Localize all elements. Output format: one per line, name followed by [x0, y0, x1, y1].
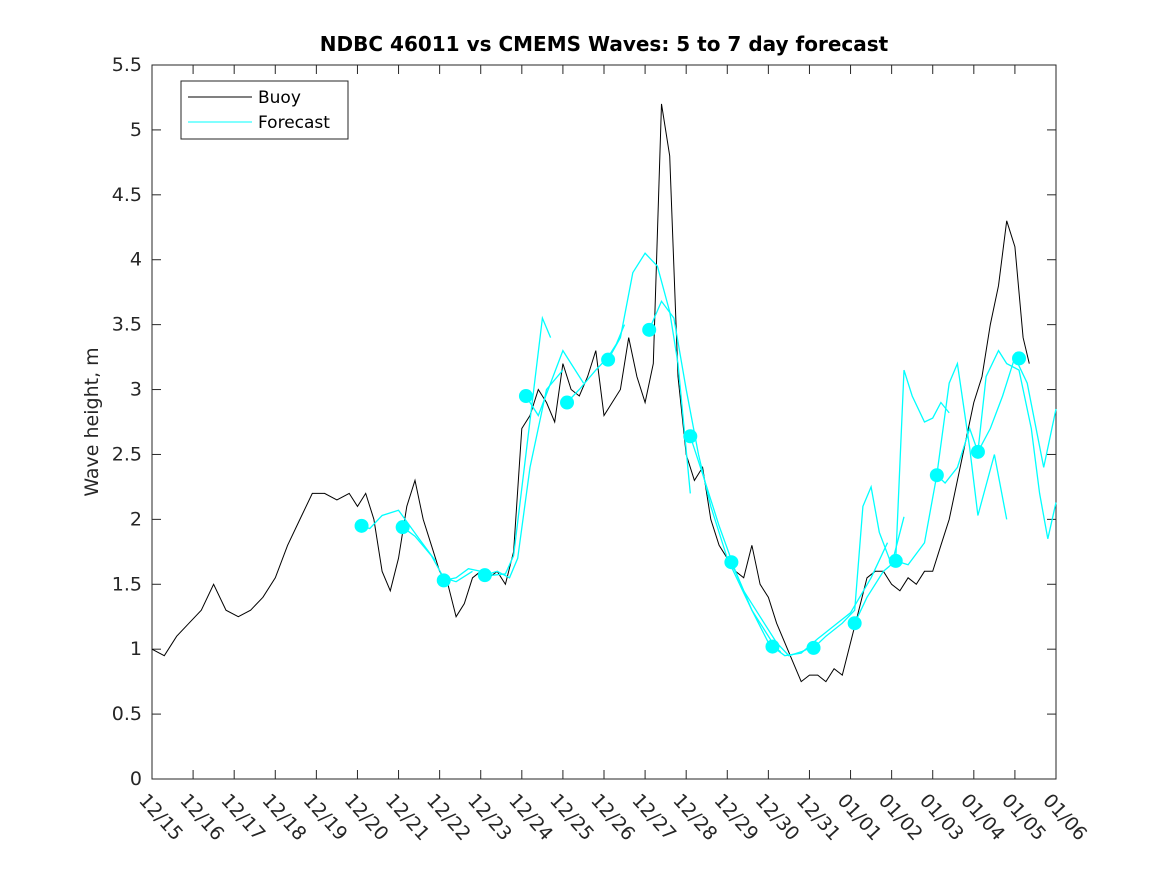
forecast-point [395, 520, 410, 535]
x-tick-label: 12/27 [627, 790, 680, 845]
x-tick-label: 01/05 [997, 790, 1050, 845]
y-tick-label: 3 [130, 379, 142, 401]
chart-title: NDBC 46011 vs CMEMS Waves: 5 to 7 day fo… [320, 32, 889, 56]
y-tick-label: 1 [130, 638, 142, 660]
forecast-point [929, 468, 944, 483]
forecast-series-line [607, 252, 691, 494]
x-tick-label: 12/30 [751, 790, 804, 845]
x-tick-label: 12/22 [422, 790, 475, 845]
x-tick-label: 01/01 [833, 790, 886, 845]
forecast-series-line [854, 369, 950, 624]
buoy-series-line [151, 103, 1030, 683]
forecast-point [888, 553, 903, 568]
y-axis-label: Wave height, m [81, 347, 103, 496]
plot-area: 00.511.522.533.544.555.512/1512/1612/171… [112, 54, 1091, 845]
y-tick-label: 2.5 [112, 443, 142, 465]
x-tick-label: 01/04 [956, 790, 1009, 845]
x-tick-label: 01/02 [874, 790, 927, 845]
forecast-series-line [772, 542, 889, 657]
y-tick-label: 4 [130, 249, 142, 271]
forecast-series-line [484, 369, 564, 579]
x-tick-label: 12/23 [463, 790, 516, 845]
y-tick-label: 0 [130, 768, 142, 790]
forecast-point [601, 352, 616, 367]
x-tick-label: 12/31 [792, 790, 845, 845]
forecast-point [1012, 351, 1027, 366]
forecast-series-line [566, 324, 626, 403]
forecast-point [970, 444, 985, 459]
forecast-series-line [443, 315, 552, 582]
forecast-point [847, 616, 862, 631]
y-tick-label: 1.5 [112, 573, 142, 595]
forecast-point [642, 322, 657, 337]
x-tick-label: 12/25 [545, 790, 598, 845]
forecast-point [518, 389, 533, 404]
y-tick-label: 0.5 [112, 703, 142, 725]
forecast-series-line [402, 526, 473, 583]
y-tick-label: 5 [130, 119, 142, 141]
x-tick-label: 12/16 [175, 790, 228, 845]
forecast-series-line [936, 349, 1057, 539]
x-tick-label: 12/28 [668, 790, 721, 845]
legend: Buoy Forecast [180, 80, 349, 140]
forecast-point [765, 639, 780, 654]
axes-frame [151, 64, 1057, 780]
y-tick-label: 5.5 [112, 54, 142, 76]
x-tick-label: 12/21 [381, 790, 434, 845]
x-tick-label: 01/03 [915, 790, 968, 845]
forecast-point [724, 555, 739, 570]
x-tick-label: 12/18 [258, 790, 311, 845]
legend-box [180, 80, 349, 140]
legend-buoy-label: Buoy [258, 88, 301, 108]
x-tick-label: 12/17 [216, 790, 269, 845]
forecast-point [477, 568, 492, 583]
x-tick-label: 12/24 [504, 790, 557, 845]
x-tick-label: 12/19 [299, 790, 352, 845]
y-tick-label: 3.5 [112, 314, 142, 336]
legend-forecast-label: Forecast [258, 113, 330, 133]
x-tick-label: 01/06 [1038, 790, 1091, 845]
y-tick-label: 2 [130, 508, 142, 530]
forecast-series-line [895, 361, 1008, 566]
y-tick-label: 4.5 [112, 184, 142, 206]
forecast-series-line [525, 349, 585, 417]
forecast-series-line [648, 300, 774, 644]
x-tick-label: 12/15 [134, 790, 187, 845]
forecast-point [436, 573, 451, 588]
forecast-point [560, 395, 575, 410]
forecast-point [354, 518, 369, 533]
x-tick-label: 12/26 [586, 790, 639, 845]
x-tick-label: 12/20 [340, 790, 393, 845]
x-tick-label: 12/29 [710, 790, 763, 845]
forecast-point [806, 640, 821, 655]
forecast-point [683, 429, 698, 444]
forecast-series-line [813, 484, 905, 649]
